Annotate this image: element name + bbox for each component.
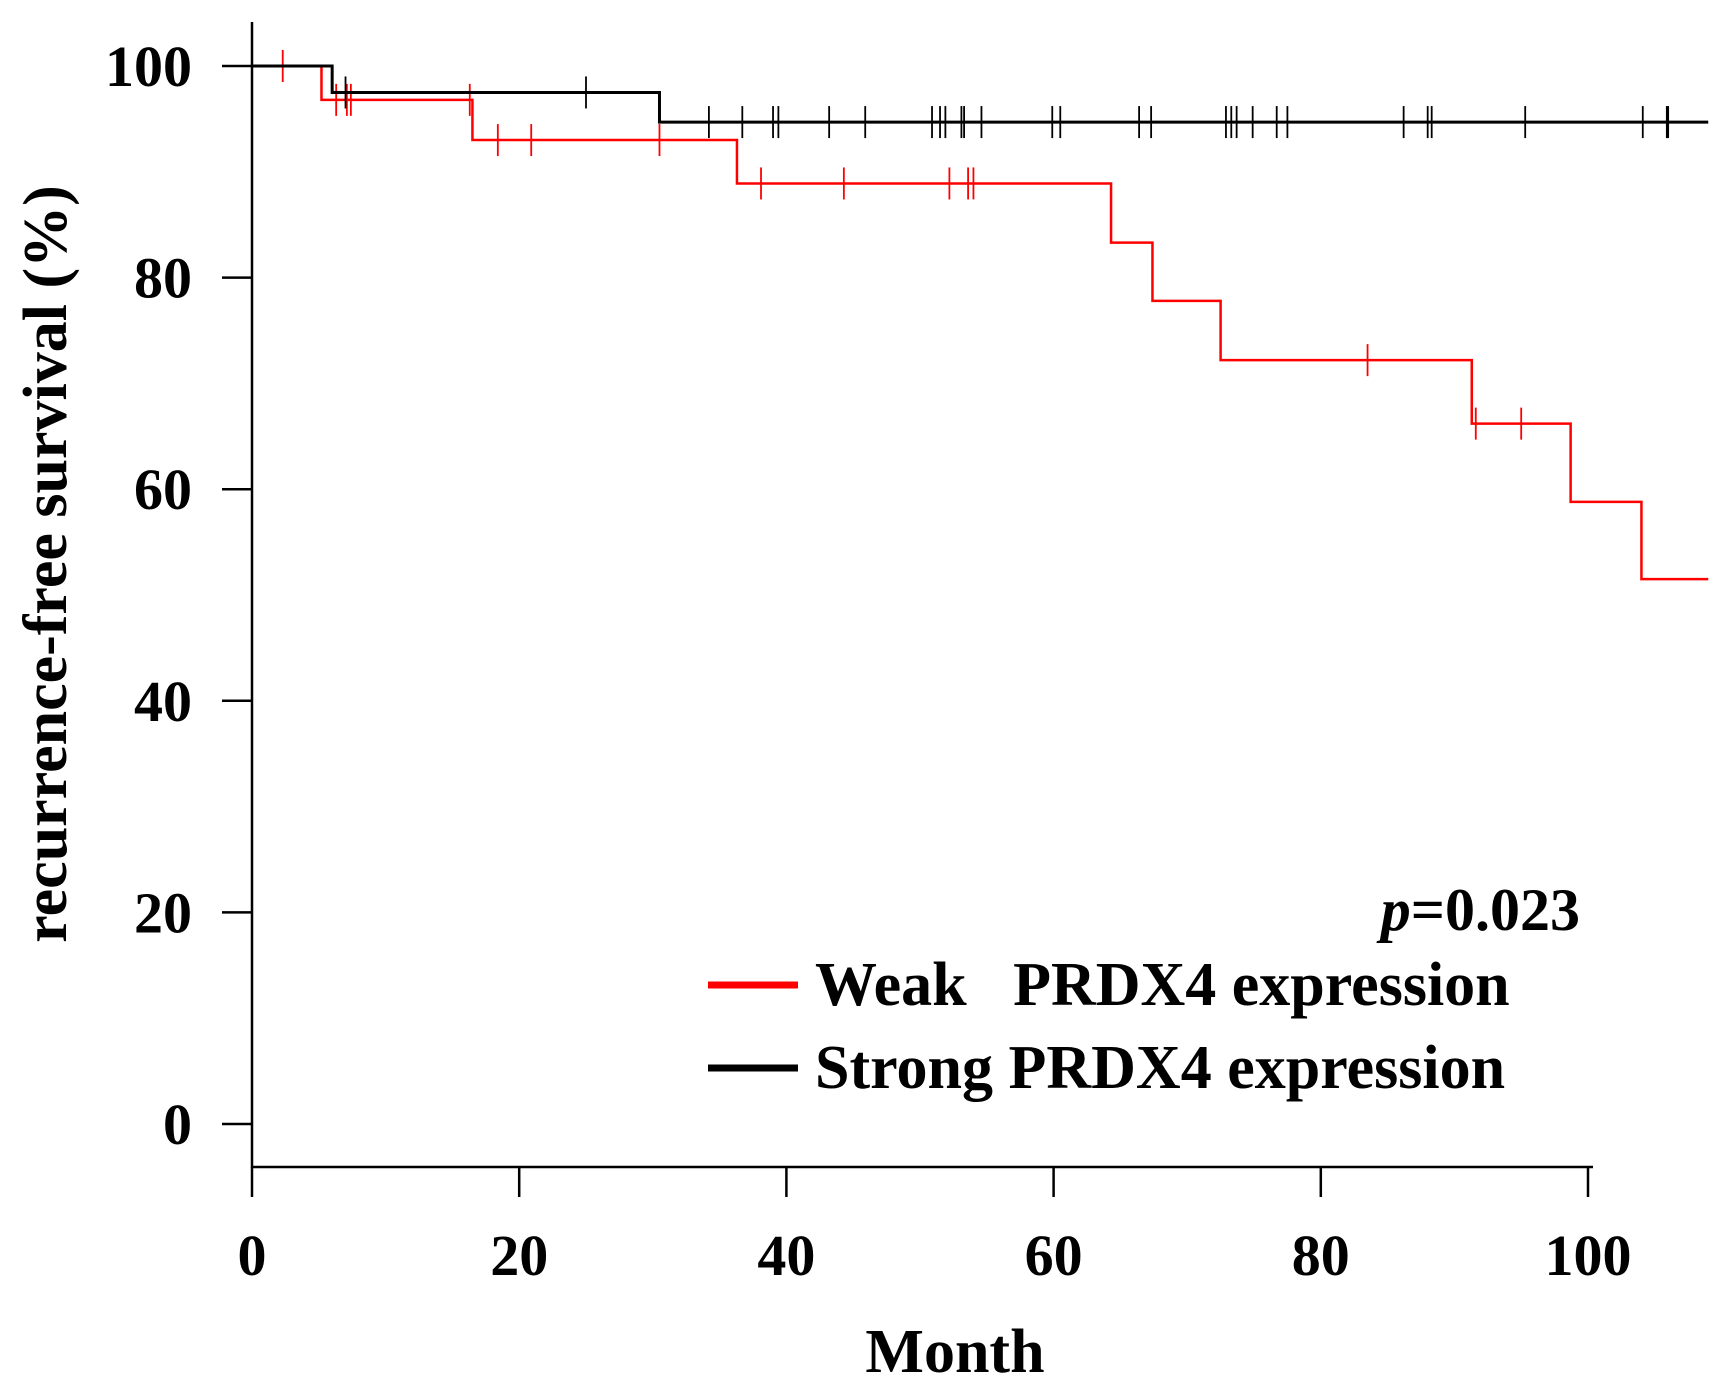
y-tick-label: 60	[134, 457, 192, 522]
ticks: 0 20 40 60 80 100 0 20 40 60 80 100	[105, 34, 1632, 1288]
legend-label: Weak PRDX4 expression	[815, 951, 1510, 1019]
series-line-weak	[252, 64, 1709, 581]
plot-area	[252, 50, 1709, 581]
x-tick-label: 0	[238, 1223, 267, 1288]
x-tick-label: 20	[490, 1223, 548, 1288]
x-tick-label: 40	[757, 1223, 815, 1288]
y-tick-label: 80	[134, 246, 192, 311]
series-line-strong	[252, 64, 1709, 124]
x-tick-label: 100	[1545, 1223, 1632, 1288]
legend: Weak PRDX4 expression Strong PRDX4 expres…	[708, 951, 1510, 1102]
y-axis-title: recurrence-free survival (%)	[12, 185, 80, 942]
y-tick-label: 20	[134, 880, 192, 945]
y-tick-label: 0	[163, 1092, 192, 1157]
y-tick-label: 40	[134, 669, 192, 734]
x-axis-title: Month	[865, 1318, 1044, 1382]
axes	[250, 22, 1593, 1169]
p-symbol: p	[1376, 877, 1411, 943]
y-tick-label: 100	[105, 34, 192, 99]
x-tick-label: 60	[1025, 1223, 1083, 1288]
p-value-annotation: p=0.023	[1376, 877, 1580, 943]
p-value: =0.023	[1411, 877, 1580, 943]
legend-label: Strong PRDX4 expression	[815, 1034, 1505, 1102]
x-tick-label: 80	[1292, 1223, 1350, 1288]
